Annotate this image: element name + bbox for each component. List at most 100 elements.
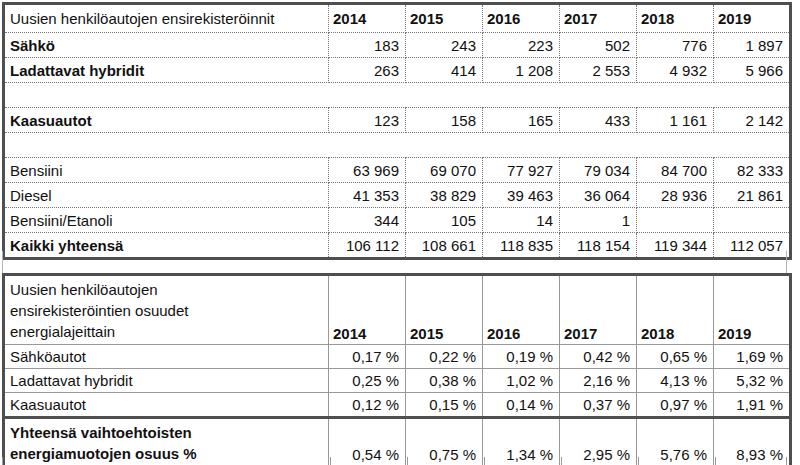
value-cell: 0,37 % (560, 393, 637, 418)
registrations-table-body: Uusien henkilöautojen ensirekisteröinnit… (4, 4, 791, 259)
value-cell: 123 (329, 108, 406, 133)
year-header-cell: 2018 (637, 275, 714, 345)
year-header-cell: 2015 (406, 275, 483, 345)
row-label-cell: Bensiini (4, 158, 329, 183)
value-cell: 2,16 % (560, 369, 637, 393)
total-value-cell: 0,54 % (329, 418, 406, 465)
grid-stub-line (638, 457, 639, 465)
grid-stub-line (407, 457, 408, 465)
header-row: Uusien henkilöautojen ensirekisteröintie… (4, 275, 791, 345)
value-cell: 165 (483, 108, 560, 133)
value-cell: 0,25 % (329, 369, 406, 393)
value-cell: 0,15 % (406, 393, 483, 418)
row-label-cell (4, 133, 329, 158)
year-header-cell: 2019 (714, 275, 791, 345)
value-cell: 79 034 (560, 158, 637, 183)
total-value-cell: 2,95 % (560, 418, 637, 465)
table-row: Ladattavat hybridit0,25 %0,38 %1,02 %2,1… (4, 369, 791, 393)
header-row: Uusien henkilöautojen ensirekisteröinnit… (4, 4, 791, 33)
value-cell: 36 064 (560, 183, 637, 208)
value-cell: 0,38 % (406, 369, 483, 393)
value-cell: 344 (329, 208, 406, 233)
value-cell: 28 936 (637, 183, 714, 208)
value-cell: 243 (406, 33, 483, 58)
year-header-cell: 2018 (637, 4, 714, 33)
row-label-cell: Kaasuautot (4, 108, 329, 133)
value-cell: 1 (560, 208, 637, 233)
value-cell: 433 (560, 108, 637, 133)
value-cell: 108 661 (406, 233, 483, 259)
value-cell: 502 (560, 33, 637, 58)
row-label-cell: Ladattavat hybridit (4, 369, 329, 393)
value-cell: 106 112 (329, 233, 406, 259)
year-header-cell: 2015 (406, 4, 483, 33)
row-label-cell: Bensiini/Etanoli (4, 208, 329, 233)
value-cell: 2 553 (560, 58, 637, 83)
value-cell: 0,42 % (560, 345, 637, 369)
total-value-cell: 1,34 % (483, 418, 560, 465)
row-label-cell: Kaasuautot (4, 393, 329, 418)
row-label-cell: Kaikki yhteensä (4, 233, 329, 259)
value-cell: 77 927 (483, 158, 560, 183)
total-value-cell: 5,76 % (637, 418, 714, 465)
value-cell: 82 333 (714, 158, 791, 183)
value-cell: 84 700 (637, 158, 714, 183)
value-cell (483, 83, 560, 108)
total-value-cell: 0,75 % (406, 418, 483, 465)
year-header-cell: 2017 (560, 4, 637, 33)
value-cell: 5 966 (714, 58, 791, 83)
row-label-cell: Sähkö (4, 33, 329, 58)
value-cell: 0,22 % (406, 345, 483, 369)
table-row: Kaasuautot1231581654331 1612 142 (4, 108, 791, 133)
value-cell: 1 208 (483, 58, 560, 83)
value-cell (637, 208, 714, 233)
value-cell: 0,19 % (483, 345, 560, 369)
value-cell (560, 83, 637, 108)
total-row: Yhteensä vaihtoehtoisten energiamuotojen… (4, 418, 791, 465)
value-cell (714, 133, 791, 158)
row-label-cell (4, 83, 329, 108)
row-label-cell: Diesel (4, 183, 329, 208)
value-cell (329, 133, 406, 158)
value-cell: 1,91 % (714, 393, 791, 418)
table-title-cell: Uusien henkilöautojen ensirekisteröinnit (4, 4, 329, 33)
value-cell: 223 (483, 33, 560, 58)
shares-table-body: Uusien henkilöautojen ensirekisteröintie… (4, 275, 791, 465)
grid-stub-line (484, 457, 485, 465)
value-cell: 39 463 (483, 183, 560, 208)
year-header-cell: 2019 (714, 4, 791, 33)
value-cell: 4,13 % (637, 369, 714, 393)
value-cell: 21 861 (714, 183, 791, 208)
table-row: Sähköautot0,17 %0,22 %0,19 %0,42 %0,65 %… (4, 345, 791, 369)
value-cell: 158 (406, 108, 483, 133)
value-cell: 112 057 (714, 233, 791, 259)
value-cell (483, 133, 560, 158)
value-cell (406, 83, 483, 108)
grid-stub-line (330, 457, 331, 465)
value-cell (329, 83, 406, 108)
row-label-cell: Ladattavat hybridit (4, 58, 329, 83)
value-cell: 4 932 (637, 58, 714, 83)
value-cell (714, 83, 791, 108)
value-cell: 14 (483, 208, 560, 233)
value-cell (637, 83, 714, 108)
value-cell: 118 835 (483, 233, 560, 259)
value-cell: 1,02 % (483, 369, 560, 393)
shares-table: Uusien henkilöautojen ensirekisteröintie… (2, 273, 792, 465)
value-cell: 0,65 % (637, 345, 714, 369)
table-title-cell: Uusien henkilöautojen ensirekisteröintie… (4, 275, 329, 345)
value-cell: 41 353 (329, 183, 406, 208)
year-header-cell: 2014 (329, 275, 406, 345)
value-cell: 0,97 % (637, 393, 714, 418)
value-cell: 63 969 (329, 158, 406, 183)
value-cell: 5,32 % (714, 369, 791, 393)
grid-stub-line (786, 457, 787, 465)
total-label-cell: Yhteensä vaihtoehtoisten energiamuotojen… (4, 418, 329, 465)
value-cell: 2 142 (714, 108, 791, 133)
grid-edge-line-right (786, 251, 787, 273)
registrations-table: Uusien henkilöautojen ensirekisteröinnit… (2, 2, 792, 260)
value-cell: 118 154 (560, 233, 637, 259)
value-cell (406, 133, 483, 158)
table-row: Bensiini/Etanoli344105141 (4, 208, 791, 233)
value-cell: 0,14 % (483, 393, 560, 418)
